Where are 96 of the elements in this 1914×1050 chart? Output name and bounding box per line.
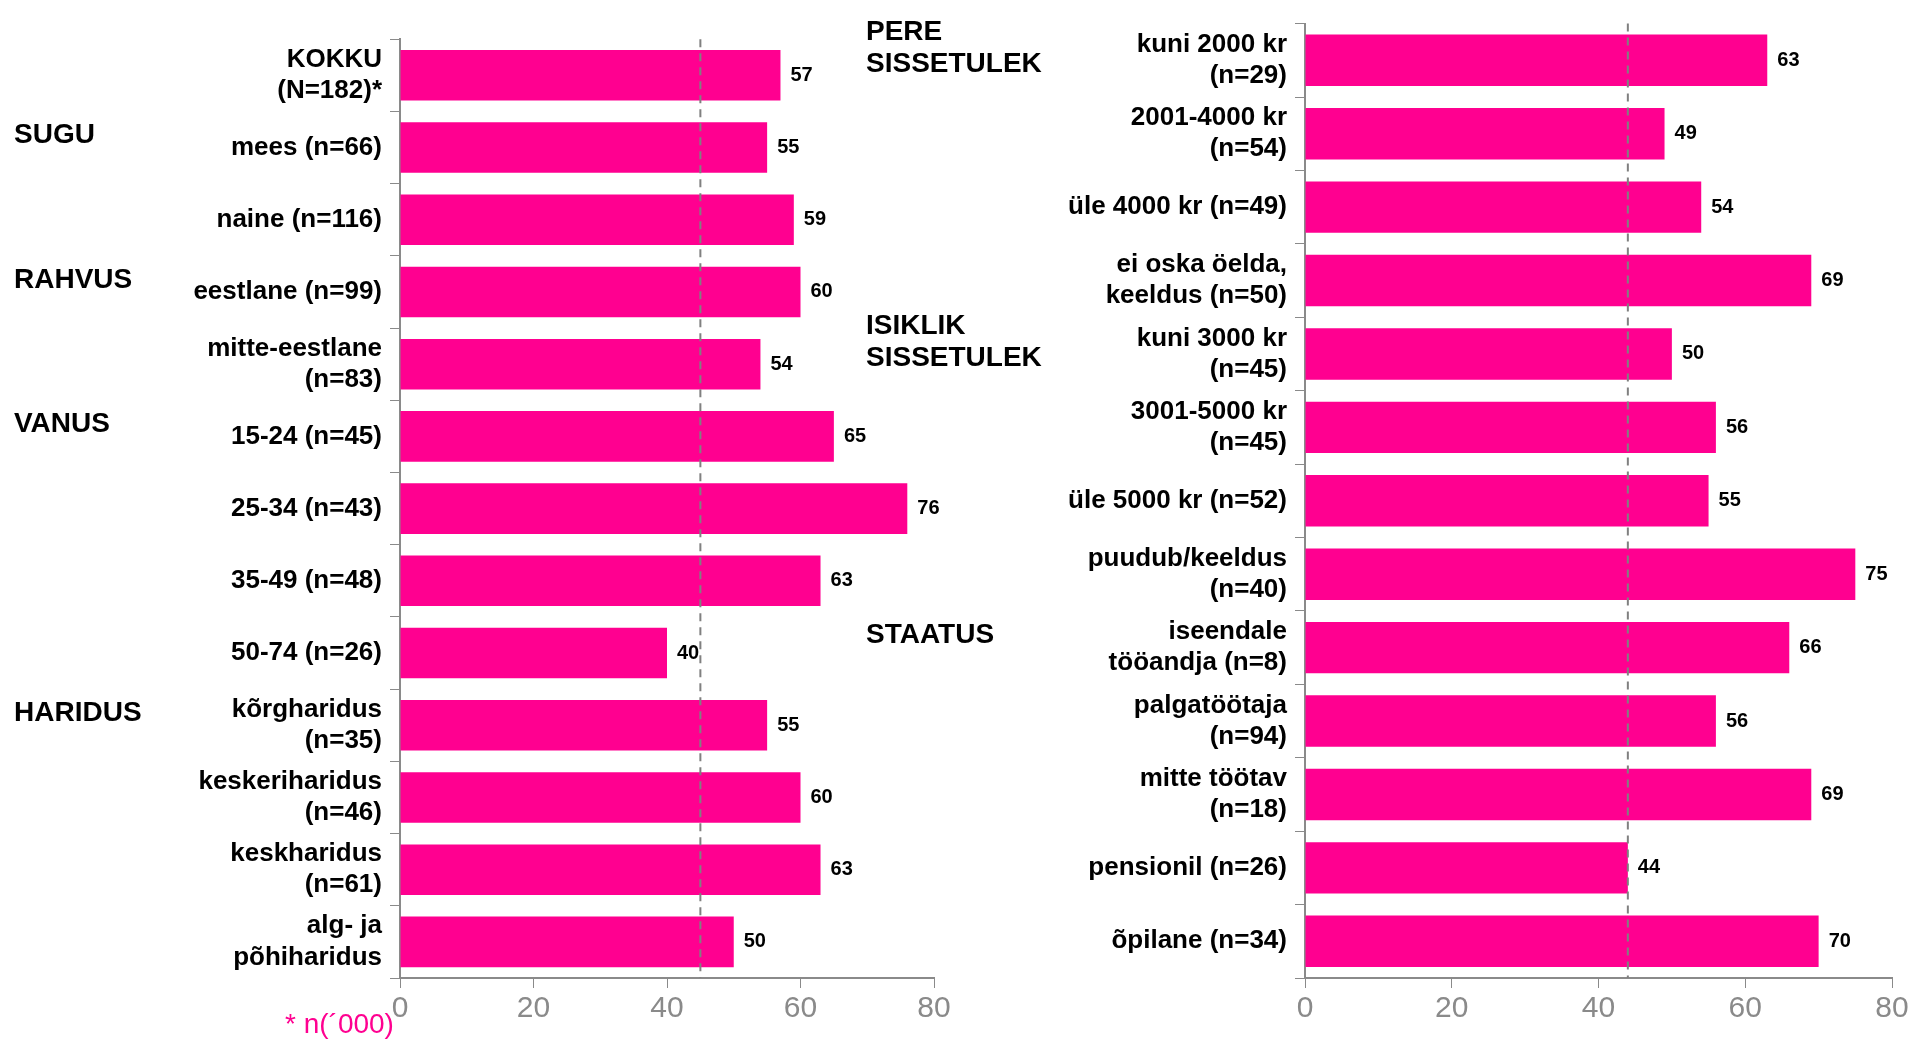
data-label: 70: [1828, 928, 1851, 951]
bar: [1305, 254, 1812, 307]
text: SUGU: [14, 118, 95, 150]
bar: [400, 844, 821, 895]
x-tick-label: 40: [650, 990, 684, 1024]
bar: [1305, 621, 1790, 674]
bar: [1305, 108, 1665, 160]
bar: [400, 411, 834, 462]
y-tick-label: üle 4000 kr (n=49): [1068, 190, 1287, 221]
text: VANUS: [14, 407, 110, 439]
data-label: 63: [1777, 47, 1800, 70]
y-tick-label: üle 5000 kr (n=52): [1068, 483, 1287, 514]
x-tick-label: 20: [516, 990, 551, 1024]
bar: [400, 555, 821, 607]
annotation: PERE SISSETULEK: [866, 15, 1042, 79]
x-tick-label: 0: [391, 990, 409, 1024]
x-tick-label: 60: [1728, 990, 1762, 1024]
x-tick-label: 80: [1875, 990, 1909, 1024]
bar: [1305, 401, 1716, 454]
y-tick-label: kuni 2000 kr (n=29): [1136, 27, 1287, 90]
y-tick-label: 35-49 (n=48): [230, 563, 382, 594]
bar: [1305, 695, 1716, 747]
text: RAHVUS: [14, 262, 133, 294]
y-tick-label: kuni 3000 kr (n=45): [1136, 321, 1287, 383]
data-label: 49: [1674, 121, 1697, 144]
bar: [400, 916, 734, 968]
data-label: 60: [810, 784, 833, 807]
bar: [400, 699, 768, 751]
x-tick-label: 80: [917, 990, 951, 1024]
y-tick-label: keskharidus (n=61): [230, 837, 382, 899]
y-tick-label: naine (n=116): [216, 202, 382, 233]
y-tick-label: palgatöötaja (n=94): [1133, 688, 1288, 750]
annotation: ISIKLIK SISSETULEK: [866, 308, 1042, 372]
data-label: 63: [830, 857, 853, 880]
data-label: 69: [1821, 268, 1844, 291]
data-label: 54: [770, 351, 794, 374]
data-label: 76: [917, 496, 940, 519]
data-label: 59: [803, 207, 827, 230]
y-tick-label: õpilane (n=34): [1111, 924, 1287, 955]
y-tick-label: eestlane (n=99): [193, 275, 382, 306]
y-tick-label: 2001-4000 kr (n=54): [1130, 101, 1287, 163]
y-tick-label: mees (n=66): [230, 130, 382, 161]
y-tick-label: keskeriharidus (n=46): [198, 765, 382, 827]
y-tick-label: alg- ja põhiharidus: [233, 909, 383, 971]
data-label: 54: [1711, 194, 1735, 217]
x-tick-label: 40: [1581, 990, 1616, 1024]
y-tick-label: ei oska öelda, keeldus (n=50): [1105, 248, 1287, 310]
annotation: STAATUS: [866, 618, 995, 650]
x-tick-label: 0: [1296, 990, 1314, 1024]
bar: [400, 194, 794, 246]
x-tick-label: 60: [783, 990, 818, 1024]
y-tick-label: 3001-5000 kr (n=45): [1130, 394, 1287, 457]
bar: [400, 772, 801, 823]
data-label: 40: [677, 640, 700, 663]
data-label: 50: [743, 929, 766, 952]
data-label: 63: [830, 568, 853, 591]
data-label: 44: [1637, 855, 1661, 878]
data-label: 55: [1718, 488, 1741, 511]
text: * n(´000): [285, 1008, 394, 1040]
y-tick-label: mitte-eestlane (n=83): [207, 331, 382, 393]
x-tick-label: 20: [1435, 990, 1469, 1024]
data-label: 50: [1681, 341, 1705, 364]
data-label: 55: [777, 135, 800, 158]
y-tick-label: mitte töötav (n=18): [1139, 762, 1288, 824]
bar: [400, 483, 908, 534]
bar: [1305, 548, 1856, 600]
y-tick-label: pensionil (n=26): [1088, 851, 1287, 882]
y-tick-label: KOKKU (N=182)*: [277, 42, 383, 105]
bar: [400, 627, 667, 679]
bar: [400, 266, 801, 318]
bar: [400, 122, 768, 173]
y-tick-label: 25-34 (n=43): [230, 491, 382, 522]
bar: [400, 50, 781, 101]
data-label: 57: [790, 62, 813, 85]
y-tick-label: iseendale tööandja (n=8): [1108, 615, 1287, 677]
data-label: 66: [1799, 635, 1822, 658]
bar: [400, 338, 761, 390]
data-label: 56: [1725, 414, 1749, 437]
bar: [1305, 475, 1709, 527]
data-label: 55: [777, 712, 800, 735]
data-label: 60: [810, 279, 833, 302]
text: HARIDUS: [14, 695, 142, 727]
bar: [1305, 328, 1672, 380]
y-tick-label: puudub/keeldus (n=40): [1087, 541, 1287, 603]
data-label: 69: [1821, 781, 1844, 804]
bar: [1305, 915, 1819, 967]
data-label: 75: [1865, 561, 1888, 584]
bar: [1305, 768, 1812, 821]
y-tick-label: kõrgharidus (n=35): [231, 692, 382, 755]
data-label: 65: [843, 423, 867, 446]
y-tick-label: 50-74 (n=26): [230, 636, 382, 667]
bar: [1305, 842, 1628, 894]
y-tick-label: 15-24 (n=45): [230, 419, 382, 450]
data-label: 56: [1725, 708, 1749, 731]
bar: [1305, 34, 1768, 86]
bar: [1305, 181, 1702, 233]
